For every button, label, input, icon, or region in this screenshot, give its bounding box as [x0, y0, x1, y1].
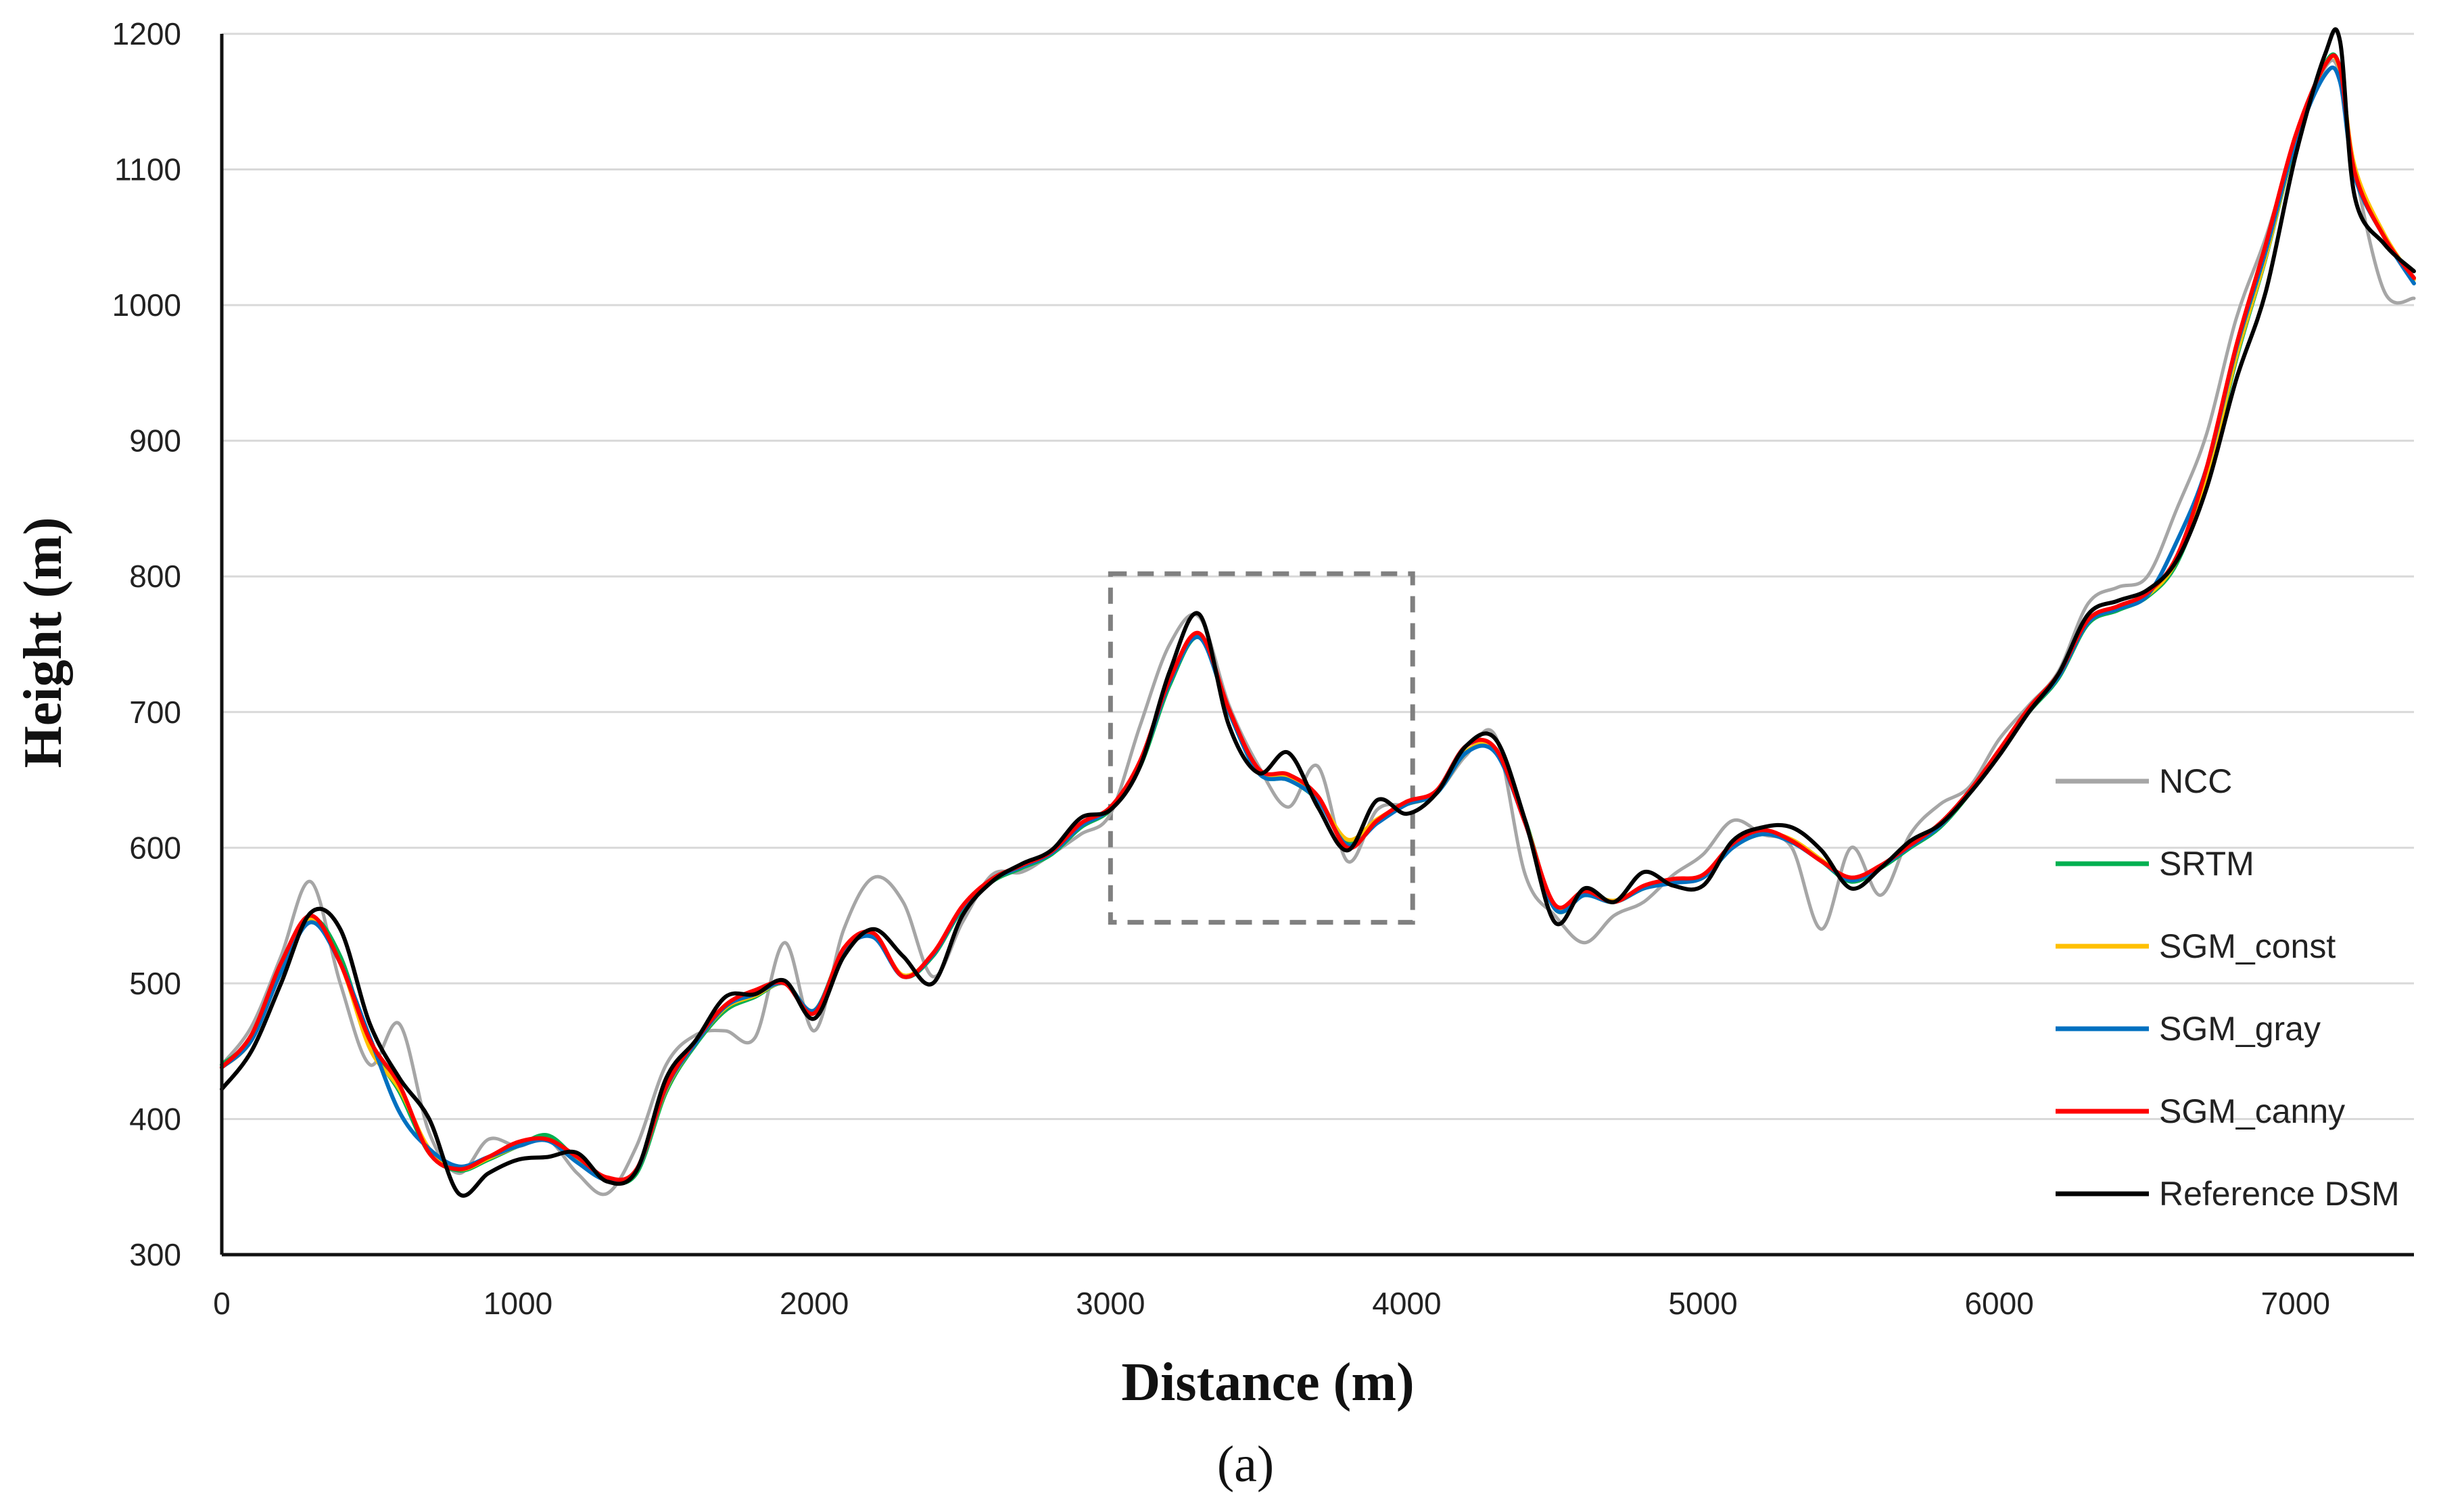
- x-tick-label: 5000: [1668, 1286, 1737, 1321]
- grid-lines: [222, 32, 2414, 1120]
- y-tick-label: 900: [129, 423, 181, 459]
- legend-label: NCC: [2159, 762, 2232, 800]
- y-tick-label: 300: [129, 1237, 181, 1272]
- x-axis-title: Distance (m): [1121, 1353, 1414, 1412]
- x-tick-label: 3000: [1076, 1286, 1145, 1321]
- legend-label: SRTM: [2159, 845, 2254, 883]
- y-tick-label: 700: [129, 695, 181, 730]
- series-lines: [220, 27, 2416, 1198]
- x-tick-label: 0: [213, 1286, 231, 1321]
- y-tick-labels: 300 400 500 600 700 800 900 1000 1100 1200: [112, 16, 181, 1272]
- legend: NCC SRTM SGM_const SGM_gray SGM_canny Referen…: [2056, 762, 2400, 1213]
- y-tick-label: 800: [129, 559, 181, 594]
- y-tick-label: 1200: [112, 16, 181, 51]
- legend-label: SGM_canny: [2159, 1092, 2345, 1130]
- y-tick-label: 500: [129, 966, 181, 1001]
- axes: [220, 34, 2414, 1257]
- y-axis-title: Height (m): [14, 517, 73, 768]
- y-tick-label: 600: [129, 830, 181, 865]
- x-tick-label: 4000: [1372, 1286, 1441, 1321]
- y-tick-label: 1100: [114, 152, 181, 187]
- legend-label: SGM_gray: [2159, 1010, 2321, 1048]
- x-tick-label: 2000: [780, 1286, 849, 1321]
- series-line-ncc: [220, 58, 2416, 1196]
- x-tick-label: 1000: [483, 1286, 552, 1321]
- legend-label: SGM_const: [2159, 927, 2336, 965]
- y-tick-label: 1000: [112, 287, 181, 323]
- y-tick-label: 400: [129, 1101, 181, 1136]
- series-line-reference-dsm: [220, 27, 2416, 1198]
- x-tick-label: 6000: [1964, 1286, 2033, 1321]
- x-tick-labels: 0 1000 2000 3000 4000 5000 6000 7000: [213, 1286, 2330, 1321]
- highlight-box: [1108, 571, 1415, 925]
- x-tick-label: 7000: [2261, 1286, 2330, 1321]
- figure-caption: (a): [1217, 1436, 1274, 1493]
- legend-label: Reference DSM: [2159, 1175, 2400, 1213]
